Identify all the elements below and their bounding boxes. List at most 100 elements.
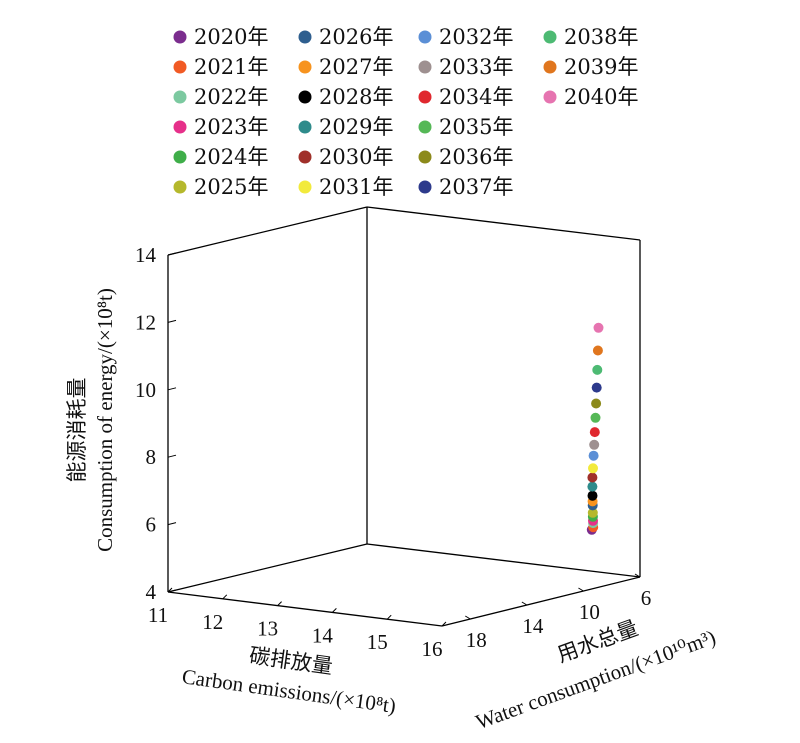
legend-item: 2036年	[418, 145, 513, 169]
y-tick-label: 14	[522, 614, 544, 638]
legend-label: 2023年	[194, 115, 268, 139]
legend-marker	[173, 90, 187, 104]
y-tick-label: 10	[579, 600, 600, 624]
legend-marker	[173, 180, 187, 194]
legend-item: 2034年	[418, 85, 513, 109]
legend-marker	[298, 30, 312, 44]
legend-marker	[418, 90, 432, 104]
z-tick-label: 12	[135, 310, 156, 334]
frame-edge	[167, 591, 443, 627]
legend-marker	[543, 90, 557, 104]
legend-label: 2021年	[194, 55, 268, 79]
data-point	[589, 427, 600, 438]
legend-marker	[543, 60, 557, 74]
legend: 2020年 2021年 2022年 2023年 2024年 2025年 2026年 2027年…	[173, 25, 638, 199]
data-point	[587, 472, 598, 483]
legend-label: 2039年	[564, 55, 638, 79]
legend-label: 2025年	[194, 175, 268, 199]
data-point	[587, 507, 598, 518]
legend-item: 2028年	[298, 85, 393, 109]
data-point	[587, 490, 598, 501]
x-tick-label: 12	[202, 610, 223, 634]
data-point	[588, 463, 598, 474]
z-axis-title-en: Consumption of energy/(×10⁸t)	[93, 288, 117, 552]
legend-marker	[173, 150, 187, 164]
y-tick-label: 18	[466, 628, 487, 652]
legend-marker	[418, 60, 432, 74]
legend-label: 2020年	[194, 25, 268, 49]
legend-marker	[418, 180, 432, 194]
y-tick-mark	[578, 587, 584, 592]
z-tick-mark	[167, 522, 177, 526]
z-tick-label: 14	[135, 243, 157, 267]
legend-label: 2035年	[439, 115, 513, 139]
x-tick-mark	[386, 614, 392, 620]
legend-item: 2031年	[298, 175, 393, 199]
legend-item: 2020年	[173, 25, 268, 49]
x-axis-title-cn: 碳排放量	[248, 643, 335, 678]
legend-item: 2033年	[418, 55, 513, 79]
x-tick-label: 16	[422, 637, 443, 661]
data-point	[589, 439, 600, 450]
legend-item: 2039年	[543, 55, 638, 79]
legend-marker	[418, 30, 432, 44]
frame-edge	[366, 206, 641, 241]
legend-item: 2022年	[173, 85, 268, 109]
z-tick-mark	[167, 252, 177, 256]
legend-item: 2021年	[173, 55, 268, 79]
legend-label: 2038年	[564, 25, 638, 49]
legend-item: 2035年	[418, 115, 513, 139]
data-point	[590, 412, 601, 423]
z-tick-label: 8	[146, 445, 157, 469]
data-point	[591, 398, 602, 409]
legend-label: 2030年	[319, 145, 393, 169]
axis-ticks: 4 6 8 10 12 14 11 12 13 14 15 16 6 10 14 18	[135, 243, 651, 661]
z-tick-mark	[167, 454, 177, 458]
legend-marker	[298, 90, 312, 104]
axes-frame	[167, 206, 641, 627]
legend-marker	[173, 60, 187, 74]
z-tick-mark	[167, 589, 177, 593]
legend-item: 2038年	[543, 25, 638, 49]
z-tick-label: 10	[135, 378, 156, 402]
legend-marker	[298, 180, 312, 194]
data-point	[591, 382, 602, 393]
legend-label: 2031年	[319, 175, 393, 199]
legend-label: 2040年	[564, 85, 638, 109]
legend-marker	[418, 120, 432, 134]
y-tick-mark	[465, 615, 471, 620]
legend-label: 2024年	[194, 145, 268, 169]
x-tick-label: 11	[148, 603, 168, 627]
frame-edge	[167, 543, 368, 593]
legend-label: 2037年	[439, 175, 513, 199]
x-tick-mark	[441, 621, 447, 627]
z-axis-title-cn: 能源消耗量	[65, 378, 89, 483]
legend-marker	[418, 150, 432, 164]
data-point	[592, 345, 603, 356]
z-tick-label: 4	[146, 580, 157, 604]
legend-item: 2024年	[173, 145, 268, 169]
x-tick-label: 14	[312, 623, 334, 647]
legend-label: 2032年	[439, 25, 513, 49]
legend-item: 2029年	[298, 115, 393, 139]
data-point	[588, 450, 599, 461]
data-point	[592, 364, 603, 375]
legend-marker	[173, 30, 187, 44]
legend-item: 2040年	[543, 85, 638, 109]
legend-label: 2022年	[194, 85, 268, 109]
x-tick-mark	[332, 608, 337, 613]
x-tick-mark	[222, 594, 228, 600]
legend-label: 2028年	[319, 85, 393, 109]
z-tick-mark	[167, 387, 177, 391]
legend-label: 2034年	[439, 85, 513, 109]
y-tick-label: 6	[641, 586, 652, 610]
legend-marker	[298, 60, 312, 74]
legend-item: 2037年	[418, 175, 513, 199]
legend-marker	[298, 150, 312, 164]
x-tick-mark	[277, 601, 282, 606]
legend-label: 2033年	[439, 55, 513, 79]
z-tick-label: 6	[146, 513, 157, 537]
x-tick-mark	[167, 587, 173, 593]
legend-marker	[543, 30, 557, 44]
